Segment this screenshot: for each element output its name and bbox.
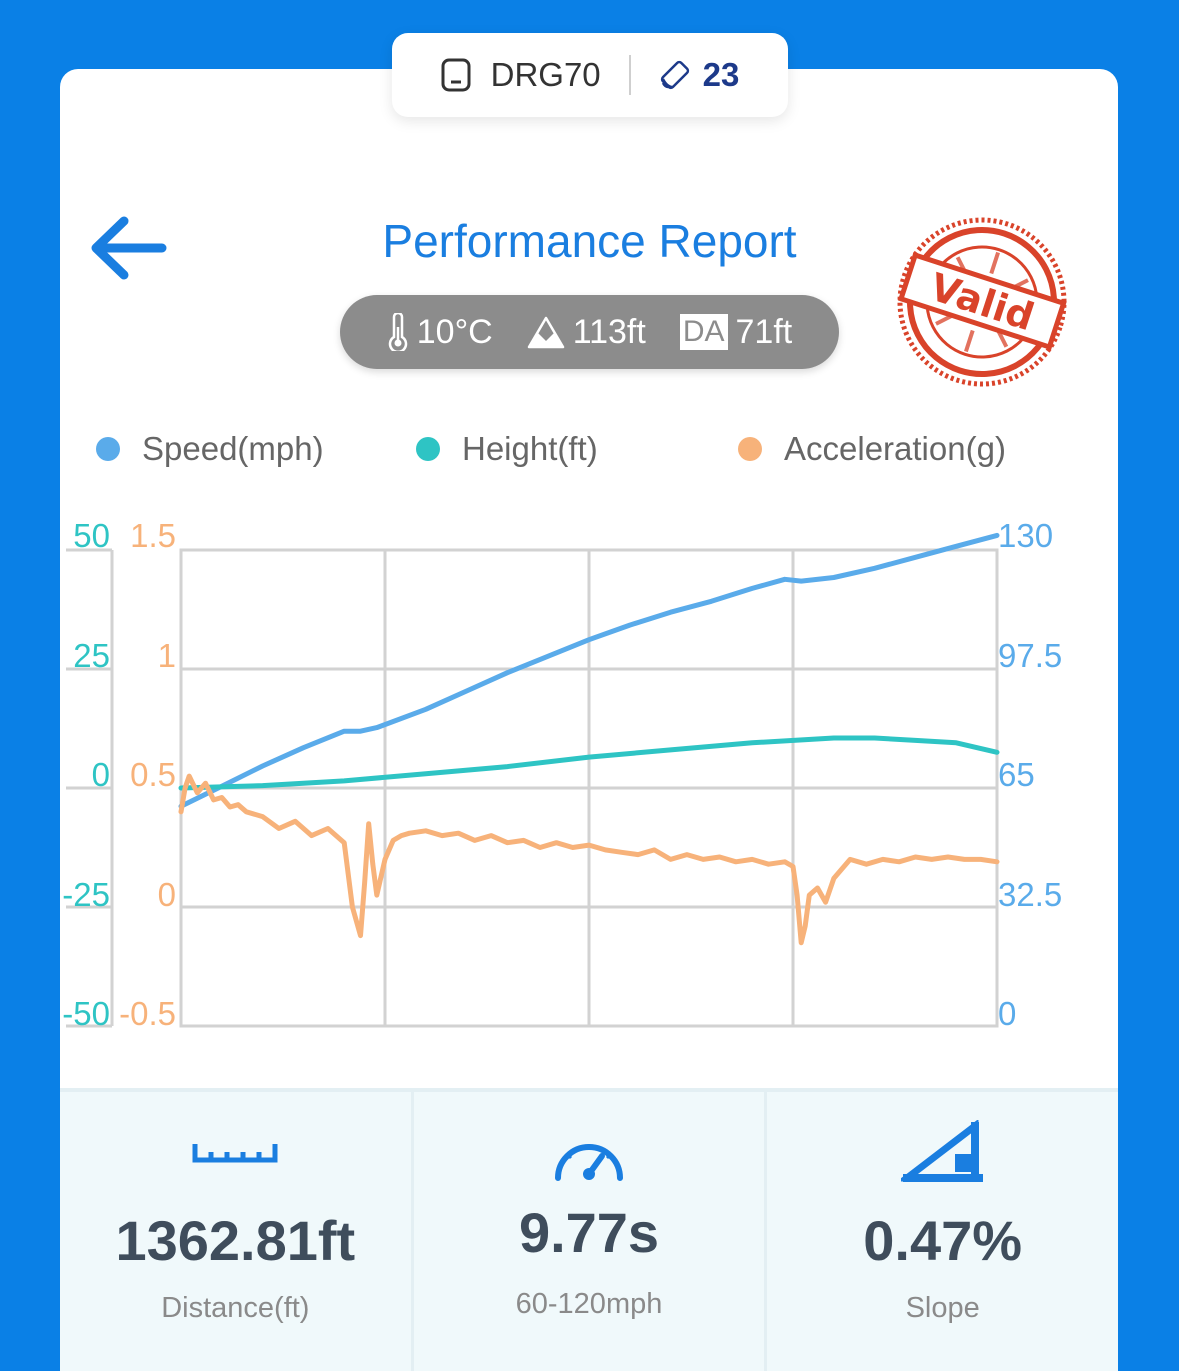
stat-slope: 0.47% Slope xyxy=(767,1092,1118,1371)
density-altitude-value: 71ft xyxy=(735,312,793,351)
speed-tick-label: 0 xyxy=(998,995,1016,1032)
height-tick-label: -25 xyxy=(62,876,110,913)
stat-label: Distance(ft) xyxy=(161,1292,310,1324)
height-tick-label: 50 xyxy=(73,517,110,554)
legend-label: Speed(mph) xyxy=(142,430,324,467)
satellite-count: 23 xyxy=(702,56,740,93)
page-title: Performance Report xyxy=(382,215,797,267)
valid-stamp: Valid xyxy=(897,217,1067,387)
speed-tick-label: 130 xyxy=(998,517,1053,554)
conditions-pill: 10°C 113ft DA 71ft xyxy=(340,295,839,369)
speed-tick-label: 97.5 xyxy=(998,637,1062,674)
back-button[interactable] xyxy=(88,213,168,283)
speedometer-icon xyxy=(555,1144,623,1181)
height-tick-label: 0 xyxy=(92,756,110,793)
stats-panel: 1362.81ft Distance(ft) 9.77s 60-120mph 0… xyxy=(60,1088,1118,1371)
legend-dot xyxy=(416,437,440,461)
accel-tick-label: 1 xyxy=(158,637,176,674)
mountain-icon xyxy=(527,316,564,349)
temperature-value: 10°C xyxy=(416,312,493,351)
phone-icon xyxy=(441,58,471,92)
da-badge: DA xyxy=(679,314,728,350)
accel-tick-label: 1.5 xyxy=(130,517,176,554)
ruler-icon xyxy=(192,1144,278,1163)
stat-distance: 1362.81ft Distance(ft) xyxy=(60,1092,414,1371)
device-status-pill[interactable]: DRG70 23 xyxy=(392,33,788,117)
satellite-icon xyxy=(660,60,689,90)
slope-icon xyxy=(900,1120,983,1182)
device-name: DRG70 xyxy=(490,56,601,93)
stat-value: 0.47% xyxy=(863,1209,1023,1272)
legend-label: Height(ft) xyxy=(462,430,598,467)
divider xyxy=(628,55,631,95)
density-altitude-item: DA 71ft xyxy=(679,312,793,352)
stat-time: 9.77s 60-120mph xyxy=(414,1092,768,1371)
temperature-item: 10°C xyxy=(387,313,493,352)
chart-legend: Speed(mph) Height(ft) Acceleration(g) xyxy=(0,430,1179,476)
stat-label: Slope xyxy=(905,1292,980,1324)
thermometer-icon xyxy=(388,313,407,351)
legend-acceleration[interactable]: Acceleration(g) xyxy=(738,430,1006,468)
stat-label: 60-120mph xyxy=(515,1288,663,1320)
accel-tick-label: 0 xyxy=(158,876,176,913)
series-line-speed xyxy=(178,532,1000,809)
performance-chart: 50 25 0 -25 -50 1.5 1 0.5 0 -0.5 130 97.5 65 32.5 0 xyxy=(62,517,1062,1032)
accel-tick-label: 0.5 xyxy=(130,756,176,793)
altitude-value: 113ft xyxy=(572,312,646,351)
stat-value: 1362.81ft xyxy=(115,1209,356,1272)
legend-label: Acceleration(g) xyxy=(784,430,1006,467)
speed-tick-label: 32.5 xyxy=(998,876,1062,913)
accel-tick-label: -0.5 xyxy=(119,995,176,1032)
legend-height[interactable]: Height(ft) xyxy=(416,430,598,468)
legend-dot xyxy=(738,437,762,461)
arrow-left-icon xyxy=(91,216,167,280)
speed-tick-label: 65 xyxy=(998,756,1035,793)
altitude-item: 113ft xyxy=(527,313,646,352)
legend-speed[interactable]: Speed(mph) xyxy=(96,430,324,468)
height-tick-label: 25 xyxy=(73,637,110,674)
legend-dot xyxy=(96,437,120,461)
stat-value: 9.77s xyxy=(518,1201,660,1264)
series-line-height xyxy=(178,735,1000,791)
height-tick-label: -50 xyxy=(62,995,110,1032)
series-line-accel xyxy=(178,773,1000,946)
